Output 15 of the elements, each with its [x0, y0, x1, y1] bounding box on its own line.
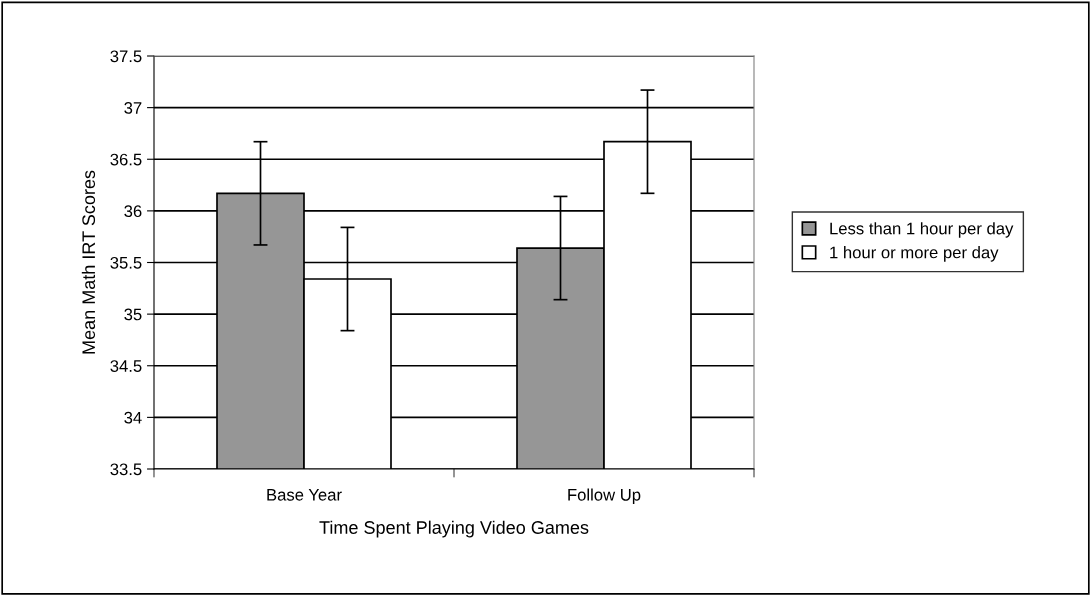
- y-tick-label: 37: [124, 102, 142, 114]
- legend-label: 1 hour or more per day: [830, 246, 999, 262]
- x-tick-label: Follow Up: [568, 488, 641, 504]
- y-tick-label: 34: [124, 411, 142, 424]
- y-tick-label: 35.5: [110, 256, 142, 269]
- y-axis-title: Mean Math IRT Scores: [81, 170, 96, 354]
- y-tick-label: 36.5: [110, 153, 142, 166]
- legend-label: Less than 1 hour per day: [830, 222, 1014, 238]
- y-tick-label: 33.5: [110, 463, 142, 476]
- x-axis-title: Time Spent Playing Video Games: [319, 520, 589, 538]
- y-tick-label: 35: [124, 308, 142, 321]
- y-tick-label: 36: [124, 205, 142, 218]
- y-tick-label: 34.5: [110, 360, 142, 372]
- y-tick-label: 37.5: [110, 50, 142, 63]
- x-tick-label: Base Year: [267, 489, 342, 501]
